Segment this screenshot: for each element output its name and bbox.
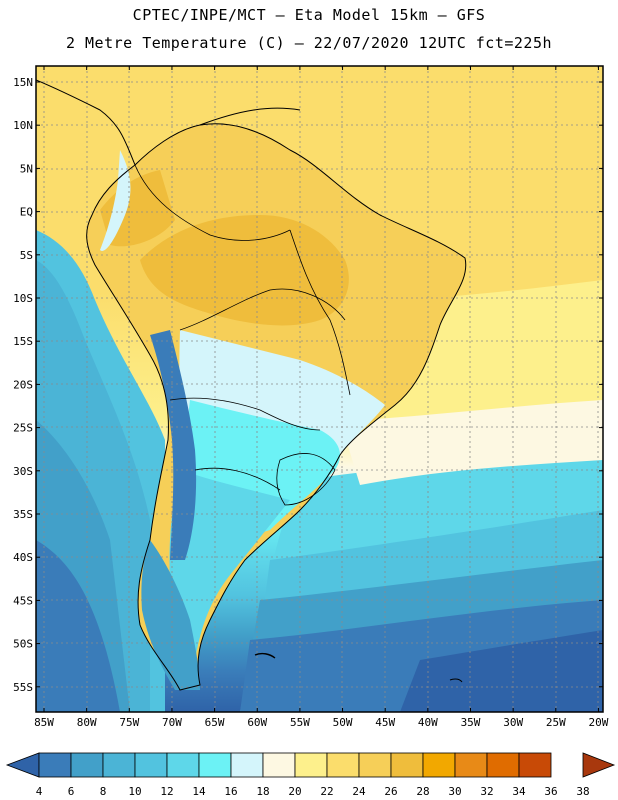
colorbar-cell bbox=[358, 752, 392, 778]
colorbar-cell bbox=[262, 752, 296, 778]
colorbar-arrow-low bbox=[5, 752, 40, 778]
map-frame bbox=[35, 65, 604, 713]
colorbar-cell bbox=[70, 752, 104, 778]
lon-label: 75W bbox=[119, 716, 139, 729]
lat-label: 40S bbox=[13, 551, 33, 564]
colorbar-labels: 4 6 8 10 12 14 16 18 20 22 24 26 28 30 32 34 36 38 bbox=[36, 785, 590, 798]
colorbar-cells bbox=[5, 752, 616, 778]
lat-label: 10S bbox=[13, 292, 33, 305]
colorbar-tick-label: 30 bbox=[448, 785, 461, 798]
lon-label: 25W bbox=[546, 716, 566, 729]
country-borders bbox=[134, 164, 351, 506]
colorbar-tick-label: 8 bbox=[100, 785, 107, 798]
lon-label: 65W bbox=[205, 716, 225, 729]
colorbar-tick-label: 28 bbox=[416, 785, 429, 798]
colorbar-tick-label: 26 bbox=[384, 785, 397, 798]
lon-label: 85W bbox=[34, 716, 54, 729]
lon-label: 20W bbox=[589, 716, 609, 729]
lon-label: 40W bbox=[418, 716, 438, 729]
colorbar-cell bbox=[166, 752, 200, 778]
lon-label: 45W bbox=[375, 716, 395, 729]
colorbar-tick-label: 34 bbox=[512, 785, 526, 798]
lon-label: 35W bbox=[461, 716, 481, 729]
lat-label: 25S bbox=[13, 422, 33, 435]
lon-label: 50W bbox=[333, 716, 353, 729]
coastlines bbox=[36, 79, 467, 691]
lon-label: 70W bbox=[162, 716, 182, 729]
colorbar-tick-label: 12 bbox=[160, 785, 173, 798]
colorbar-cell bbox=[390, 752, 424, 778]
lon-label: 60W bbox=[247, 716, 267, 729]
colorbar-cell bbox=[422, 752, 456, 778]
lat-label: 50S bbox=[13, 638, 33, 651]
lat-label: 5S bbox=[20, 249, 33, 262]
lat-label: 20S bbox=[13, 378, 33, 391]
lon-label: 55W bbox=[290, 716, 310, 729]
lat-label: 55S bbox=[13, 681, 33, 694]
lat-label: 45S bbox=[13, 594, 33, 607]
colorbar-cell bbox=[198, 752, 232, 778]
lon-label: 30W bbox=[503, 716, 523, 729]
colorbar-cell bbox=[486, 752, 520, 778]
colorbar-tick-label: 14 bbox=[192, 785, 206, 798]
lat-label: 10N bbox=[13, 119, 33, 132]
colorbar-tick-label: 6 bbox=[68, 785, 75, 798]
colorbar-cell bbox=[454, 752, 488, 778]
colorbar-cell bbox=[38, 752, 72, 778]
map-subtitle: 2 Metre Temperature (C) – 22/07/2020 12U… bbox=[65, 34, 553, 52]
lat-label: 35S bbox=[13, 508, 33, 521]
map-title: CPTEC/INPE/MCT – Eta Model 15km – GFS bbox=[132, 6, 486, 24]
temperature-field bbox=[36, 66, 603, 712]
lon-label: 80W bbox=[77, 716, 97, 729]
lat-label: EQ bbox=[20, 206, 33, 219]
colorbar-cell bbox=[134, 752, 168, 778]
axis-ticks bbox=[36, 66, 603, 712]
colorbar-tick-label: 22 bbox=[320, 785, 333, 798]
colorbar-cell bbox=[326, 752, 360, 778]
lat-label: 15S bbox=[13, 335, 33, 348]
colorbar-cell bbox=[518, 752, 552, 778]
lat-label: 5N bbox=[20, 162, 33, 175]
colorbar-tick-label: 16 bbox=[224, 785, 237, 798]
colorbar-cell bbox=[230, 752, 264, 778]
colorbar-arrow-high bbox=[582, 752, 616, 778]
colorbar-tick-label: 20 bbox=[288, 785, 301, 798]
longitude-labels: 85W 80W 75W 70W 65W 60W 55W 50W 45W 40W 35W 30W 25W 2… bbox=[34, 716, 609, 729]
colorbar-tick-label: 24 bbox=[352, 785, 366, 798]
lat-label: 15N bbox=[13, 76, 33, 89]
colorbar-tick-label: 38 bbox=[576, 785, 589, 798]
colorbar-cell bbox=[102, 752, 136, 778]
colorbar-tick-label: 10 bbox=[128, 785, 141, 798]
lat-label: 30S bbox=[13, 465, 33, 478]
colorbar-tick-label: 4 bbox=[36, 785, 43, 798]
colorbar-tick-label: 36 bbox=[544, 785, 557, 798]
colorbar-cell bbox=[294, 752, 328, 778]
latitude-labels: 15N 10N 5N EQ 5S 10S 15S 20S 25S 30S 35S 40S 45S 50S 5… bbox=[13, 76, 33, 694]
colorbar-tick-label: 32 bbox=[480, 785, 493, 798]
colorbar-tick-label: 18 bbox=[256, 785, 269, 798]
